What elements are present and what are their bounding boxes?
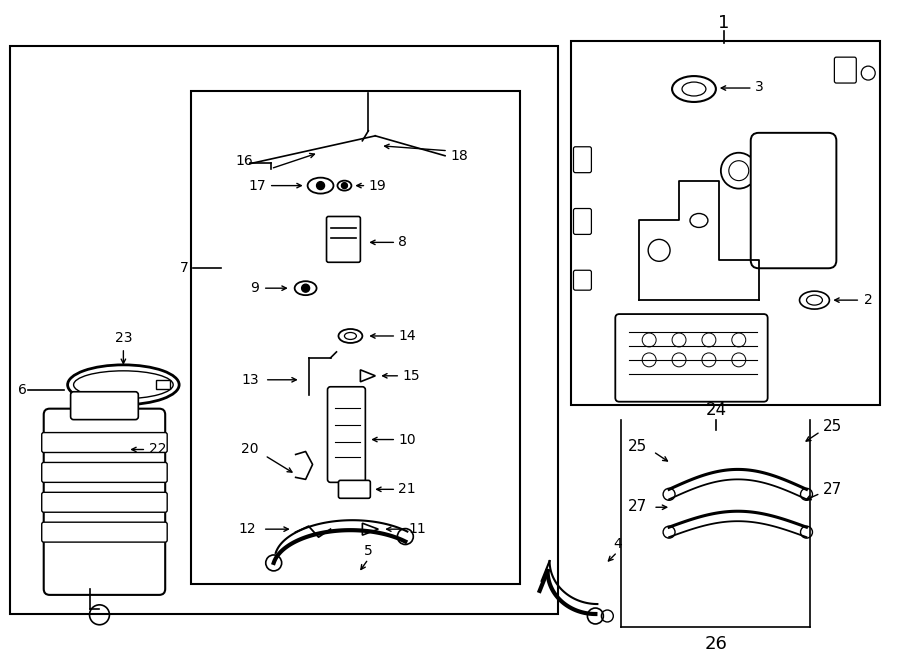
FancyBboxPatch shape xyxy=(41,522,167,542)
Circle shape xyxy=(317,182,325,190)
FancyBboxPatch shape xyxy=(41,492,167,512)
FancyBboxPatch shape xyxy=(616,314,768,402)
FancyBboxPatch shape xyxy=(338,481,370,498)
Text: 21: 21 xyxy=(398,483,416,496)
Text: 18: 18 xyxy=(450,149,468,163)
Text: 1: 1 xyxy=(718,15,730,32)
FancyBboxPatch shape xyxy=(573,147,591,173)
Text: 23: 23 xyxy=(114,331,132,345)
Text: 15: 15 xyxy=(402,369,419,383)
FancyBboxPatch shape xyxy=(327,217,360,262)
Text: 2: 2 xyxy=(864,293,873,307)
Bar xyxy=(10,46,557,614)
Text: 25: 25 xyxy=(823,419,842,434)
Text: 3: 3 xyxy=(755,80,763,94)
Text: 14: 14 xyxy=(398,329,416,343)
Text: 7: 7 xyxy=(180,261,189,275)
Circle shape xyxy=(341,182,347,188)
Text: 25: 25 xyxy=(628,439,647,454)
Text: 13: 13 xyxy=(241,373,259,387)
Text: 10: 10 xyxy=(398,432,416,447)
Text: 26: 26 xyxy=(705,635,727,652)
Text: 16: 16 xyxy=(236,154,254,168)
Text: 8: 8 xyxy=(398,235,407,249)
Text: 5: 5 xyxy=(364,544,373,558)
Text: 11: 11 xyxy=(409,522,426,536)
FancyBboxPatch shape xyxy=(751,133,836,268)
Text: 20: 20 xyxy=(241,442,259,457)
Text: 27: 27 xyxy=(628,499,647,514)
Bar xyxy=(191,91,519,584)
Text: 27: 27 xyxy=(823,482,842,497)
FancyBboxPatch shape xyxy=(573,270,591,290)
Bar xyxy=(572,41,880,405)
Text: 9: 9 xyxy=(250,281,259,295)
FancyBboxPatch shape xyxy=(328,387,365,483)
Text: 17: 17 xyxy=(248,178,266,192)
Text: 6: 6 xyxy=(18,383,27,397)
Text: 24: 24 xyxy=(706,401,726,418)
Text: 19: 19 xyxy=(368,178,386,192)
FancyBboxPatch shape xyxy=(834,57,856,83)
FancyBboxPatch shape xyxy=(41,463,167,483)
FancyBboxPatch shape xyxy=(573,208,591,235)
Circle shape xyxy=(302,284,310,292)
Text: 4: 4 xyxy=(613,537,622,551)
FancyBboxPatch shape xyxy=(41,432,167,453)
Text: 12: 12 xyxy=(238,522,256,536)
FancyBboxPatch shape xyxy=(70,392,139,420)
FancyBboxPatch shape xyxy=(157,380,170,389)
FancyBboxPatch shape xyxy=(44,408,166,595)
Text: 22: 22 xyxy=(149,442,166,457)
